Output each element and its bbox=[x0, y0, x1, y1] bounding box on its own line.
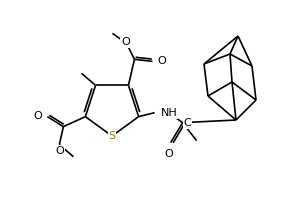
Text: O: O bbox=[157, 56, 166, 66]
Text: O: O bbox=[164, 149, 173, 159]
Text: O: O bbox=[55, 146, 64, 156]
Text: O: O bbox=[121, 37, 130, 47]
Text: C: C bbox=[184, 118, 191, 128]
Text: S: S bbox=[109, 131, 116, 141]
Text: O: O bbox=[34, 111, 42, 121]
Text: NH: NH bbox=[161, 108, 178, 118]
